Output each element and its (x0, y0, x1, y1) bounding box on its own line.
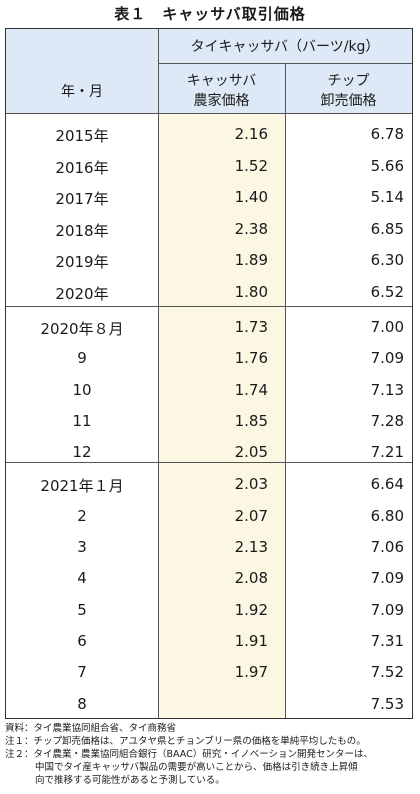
notes: 資料：タイ農業協同組合省、タイ商務省 注１：チップ卸売価格は、アユタヤ県とチョン… (5, 722, 417, 787)
row-chip-price: 7.09 (370, 601, 404, 619)
row-period: 8 (77, 695, 87, 713)
table-row: 2015年 2.16 6.78 (6, 119, 412, 150)
row-farm-price: 2.16 (234, 125, 268, 143)
row-chip-price: 7.31 (370, 632, 404, 650)
row-farm-price: 1.91 (234, 632, 268, 650)
row-period: 4 (77, 569, 87, 587)
row-period: 7 (77, 663, 87, 681)
table-row: 2016年 1.52 5.66 (6, 151, 412, 182)
row-period: 2019年 (55, 253, 109, 271)
table-row: 3 2.13 7.06 (6, 532, 412, 563)
divider-header-bottom (6, 113, 412, 114)
row-farm-price: 1.97 (234, 663, 268, 681)
note-2-line-2: 中国でタイ産キャッサバ製品の需要が高いことから、価格は引き続き上昇傾 (35, 762, 358, 773)
divider-header-span (158, 63, 412, 64)
row-chip-price: 7.00 (370, 318, 404, 336)
row-period: 2020年８月 (40, 320, 124, 338)
farm-price-column-shading (158, 113, 285, 718)
table-row: 2019年 1.89 6.30 (6, 245, 412, 276)
row-farm-price: 1.85 (234, 412, 268, 430)
row-period: 12 (72, 443, 92, 461)
row-chip-price: 6.78 (370, 125, 404, 143)
note-2-line-3: 向で推移する可能性があると予測している。 (35, 775, 225, 786)
row-period: 3 (77, 538, 87, 556)
header-background (6, 29, 412, 113)
row-chip-price: 7.21 (370, 443, 404, 461)
table-row: 2020年 1.80 6.52 (6, 277, 412, 308)
table-row: 2018年 2.38 6.85 (6, 214, 412, 245)
row-period: 6 (77, 632, 87, 650)
row-farm-price: 1.76 (234, 349, 268, 367)
row-chip-price: 6.52 (370, 283, 404, 301)
table-row: 2017年 1.40 5.14 (6, 182, 412, 213)
row-chip-price: 6.64 (370, 475, 404, 493)
row-farm-price: 1.89 (234, 251, 268, 269)
row-period: 5 (77, 601, 87, 619)
row-farm-price: 2.03 (234, 475, 268, 493)
row-chip-price: 7.06 (370, 538, 404, 556)
note-2-line-1: 注２：タイ農業・農業協同組合銀行（BAAC）研究・イノベーション開発センターは、 (5, 749, 374, 760)
row-period: 2020年 (55, 285, 109, 303)
row-chip-price: 7.52 (370, 663, 404, 681)
table-row: 2021年１月 2.03 6.64 (6, 469, 412, 500)
row-farm-price: 2.05 (234, 443, 268, 461)
table-row: 8 7.53 (6, 689, 412, 720)
row-chip-price: 7.53 (370, 695, 404, 713)
row-farm-price: 1.92 (234, 601, 268, 619)
header-chip-price: チップ 卸売価格 (285, 71, 412, 111)
header-farm-price-line2: 農家価格 (193, 93, 250, 109)
row-farm-price: 1.80 (234, 283, 268, 301)
header-year-month: 年・月 (61, 84, 103, 100)
row-chip-price: 5.66 (370, 157, 404, 175)
table-row: 2 2.07 6.80 (6, 501, 412, 532)
row-farm-price: 2.08 (234, 569, 268, 587)
row-farm-price: 1.73 (234, 318, 268, 336)
row-farm-price: 1.52 (234, 157, 268, 175)
divider-price-columns (285, 63, 286, 718)
divider-2020-2021 (6, 462, 412, 463)
table-row: 4 2.08 7.09 (6, 563, 412, 594)
row-chip-price: 6.30 (370, 251, 404, 269)
row-farm-price: 2.38 (234, 220, 268, 238)
table-row: 7 1.97 7.52 (6, 657, 412, 688)
divider-annual-monthly (6, 306, 412, 307)
row-period: 2018年 (55, 222, 109, 240)
row-period: 2 (77, 507, 87, 525)
row-period: 2017年 (55, 190, 109, 208)
row-period: 10 (72, 381, 92, 399)
table-row: 10 1.74 7.13 (6, 375, 412, 406)
header-farm-price-line1: キャッサバ (186, 73, 257, 89)
row-chip-price: 7.28 (370, 412, 404, 430)
row-chip-price: 7.13 (370, 381, 404, 399)
table-row: 5 1.92 7.09 (6, 595, 412, 626)
row-chip-price: 6.85 (370, 220, 404, 238)
row-period: 9 (77, 349, 87, 367)
row-chip-price: 7.09 (370, 349, 404, 367)
row-farm-price: 2.07 (234, 507, 268, 525)
header-chip-price-line2: 卸売価格 (320, 93, 377, 109)
row-chip-price: 5.14 (370, 188, 404, 206)
table-row: 12 2.05 7.21 (6, 437, 412, 468)
price-table: タイキャッサバ（バーツ/kg） 年・月 キャッサバ 農家価格 チップ 卸売価格 … (5, 28, 413, 719)
divider-year-column (158, 29, 159, 718)
row-period: 2016年 (55, 159, 109, 177)
header-farm-price: キャッサバ 農家価格 (158, 71, 285, 111)
header-chip-price-line1: チップ (327, 73, 370, 89)
note-source: 資料：タイ農業協同組合省、タイ商務省 (5, 723, 177, 734)
table-title: 表１ キャッサバ取引価格 (114, 5, 306, 23)
table-row: 11 1.85 7.28 (6, 406, 412, 437)
table-row: 6 1.91 7.31 (6, 626, 412, 657)
row-farm-price: 1.74 (234, 381, 268, 399)
note-1: 注１：チップ卸売価格は、アユタヤ県とチョンブリー県の価格を単純平均したもの。 (5, 736, 366, 747)
row-period: 11 (72, 412, 92, 430)
row-farm-price: 1.40 (234, 188, 268, 206)
table-row: 2020年８月 1.73 7.00 (6, 312, 412, 343)
row-chip-price: 6.80 (370, 507, 404, 525)
table-row: 9 1.76 7.09 (6, 343, 412, 374)
row-period: 2021年１月 (40, 477, 124, 495)
row-period: 2015年 (55, 127, 109, 145)
row-farm-price: 2.13 (234, 538, 268, 556)
row-chip-price: 7.09 (370, 569, 404, 587)
header-thai-cassava: タイキャッサバ（バーツ/kg） (190, 39, 380, 55)
